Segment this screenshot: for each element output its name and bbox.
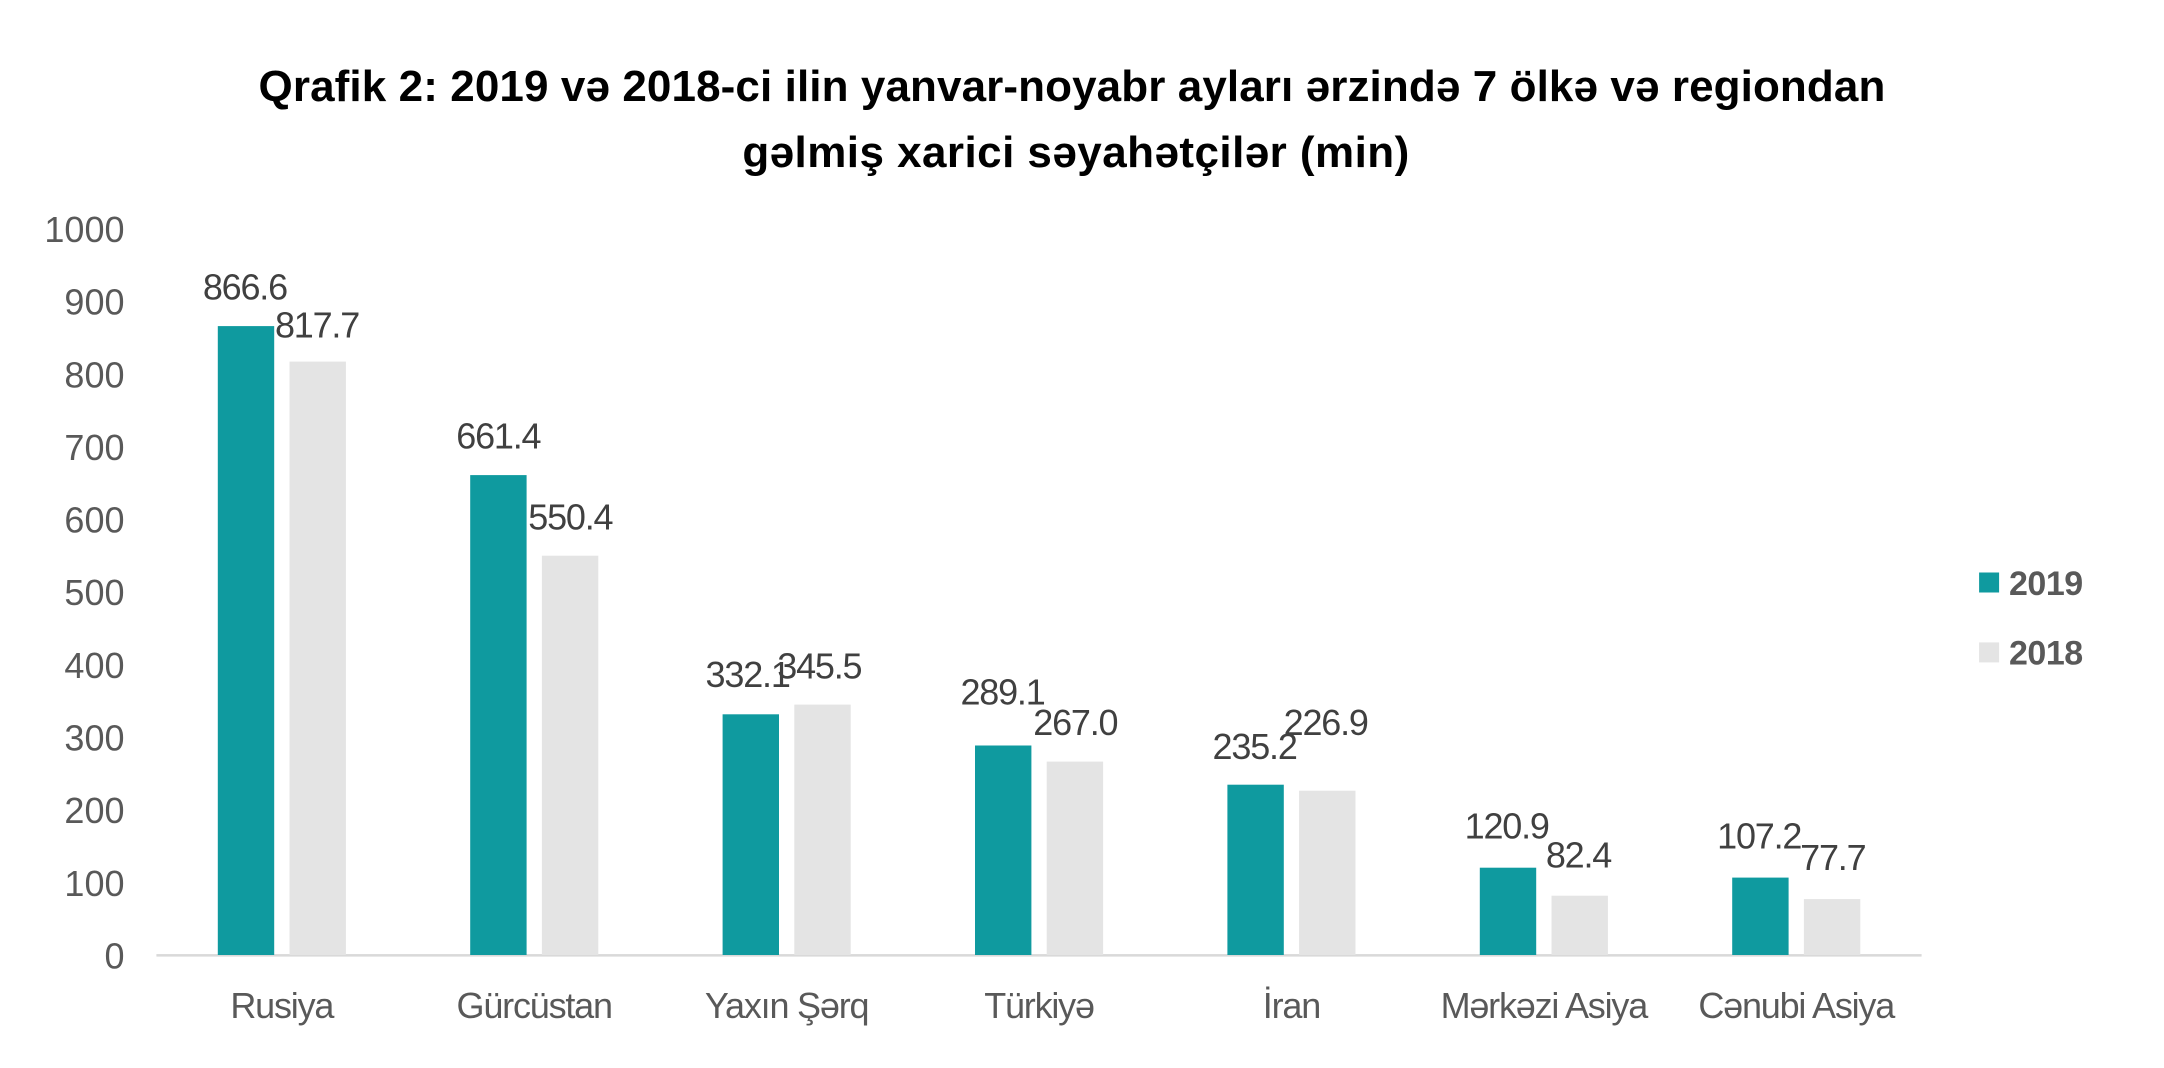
svg-text:200: 200 (64, 790, 124, 831)
svg-text:600: 600 (64, 500, 124, 541)
svg-text:gəlmiş xarici səyahətçilər (mi: gəlmiş xarici səyahətçilər (min) (742, 128, 1409, 177)
svg-text:235.2: 235.2 (1213, 726, 1297, 767)
svg-text:Mərkəzi Asiya: Mərkəzi Asiya (1441, 985, 1650, 1026)
svg-text:300: 300 (64, 718, 124, 759)
svg-text:1000: 1000 (44, 209, 124, 250)
svg-text:500: 500 (64, 572, 124, 613)
svg-text:400: 400 (64, 645, 124, 686)
svg-text:Gürcüstan: Gürcüstan (457, 985, 612, 1026)
svg-text:332.1: 332.1 (706, 654, 790, 695)
svg-text:2018: 2018 (2009, 635, 2083, 673)
svg-text:2019: 2019 (2009, 565, 2083, 603)
svg-text:817.7: 817.7 (275, 305, 359, 346)
svg-text:700: 700 (64, 427, 124, 468)
svg-text:120.9: 120.9 (1465, 806, 1549, 847)
svg-text:267.0: 267.0 (1033, 702, 1117, 743)
svg-text:0: 0 (104, 935, 124, 976)
svg-text:107.2: 107.2 (1717, 815, 1801, 856)
svg-text:Cənubi Asiya: Cənubi Asiya (1698, 985, 1896, 1026)
svg-text:Türkiyə: Türkiyə (984, 985, 1094, 1026)
svg-text:100: 100 (64, 863, 124, 904)
svg-text:550.4: 550.4 (528, 497, 612, 538)
svg-text:İran: İran (1263, 985, 1320, 1026)
svg-text:900: 900 (64, 282, 124, 323)
svg-text:661.4: 661.4 (456, 416, 540, 457)
svg-text:Qrafik 2: 2019 və 2018-ci ilin: Qrafik 2: 2019 və 2018-ci ilin yanvar-no… (259, 62, 1886, 111)
svg-text:866.6: 866.6 (203, 266, 287, 307)
svg-text:289.1: 289.1 (960, 672, 1044, 713)
svg-text:82.4: 82.4 (1546, 834, 1611, 875)
svg-text:226.9: 226.9 (1284, 702, 1368, 743)
svg-text:77.7: 77.7 (1800, 837, 1865, 878)
svg-text:Yaxın Şərq: Yaxın Şərq (705, 985, 868, 1026)
svg-text:Rusiya: Rusiya (230, 985, 335, 1026)
svg-text:345.5: 345.5 (777, 645, 861, 686)
svg-text:800: 800 (64, 354, 124, 395)
